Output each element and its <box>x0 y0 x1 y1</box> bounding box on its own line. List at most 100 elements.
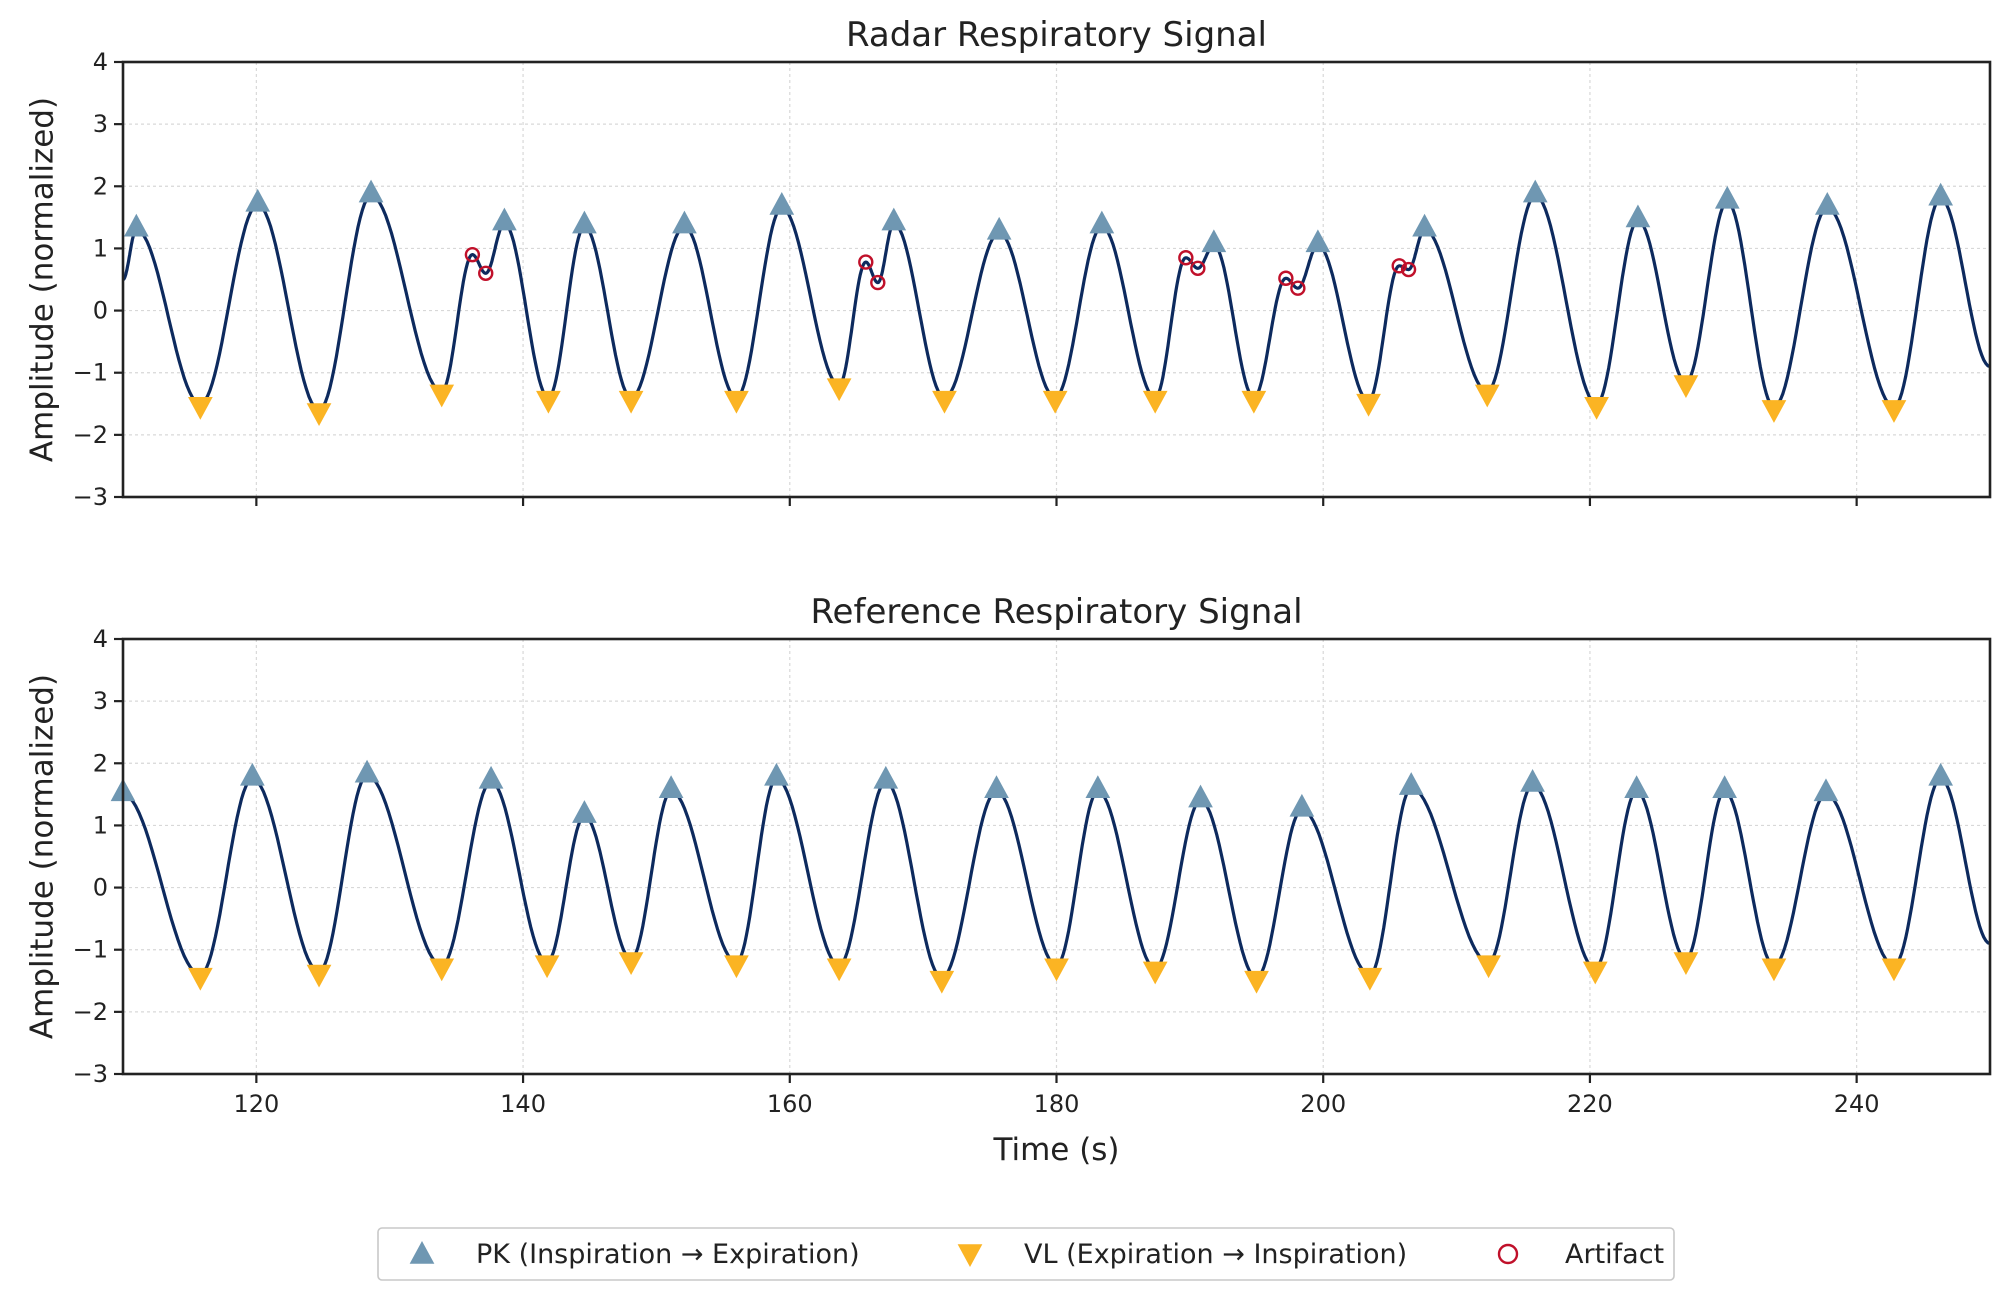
y-tick-label: −2 <box>73 421 108 449</box>
reference-valley-marker <box>429 958 455 982</box>
y-tick-label: −1 <box>73 359 108 387</box>
reference-valley-marker <box>1761 958 1787 982</box>
radar-ticks: −3 −2 −1 0 1 2 3 4 <box>73 48 1858 511</box>
y-tick-label: −3 <box>73 483 108 511</box>
radar-artifact-marker <box>478 265 494 281</box>
reference-peak-marker <box>764 762 789 786</box>
reference-valley-marker <box>1476 955 1501 979</box>
radar-artifact-marker <box>858 254 874 270</box>
y-tick-label: 3 <box>93 110 108 138</box>
y-tick-label: 3 <box>93 687 108 715</box>
radar-artifact-marker <box>464 246 481 263</box>
reference-peak-marker <box>572 800 597 823</box>
reference-signal-line <box>122 774 1991 980</box>
reference-peak-marker <box>240 762 265 786</box>
radar-valley-marker <box>1673 375 1699 399</box>
reference-peak-marker <box>1085 775 1111 798</box>
reference-peak-marker <box>1289 793 1315 817</box>
radar-peak-marker <box>986 216 1012 240</box>
radar-peak-marker <box>1201 229 1227 253</box>
reference-valley-marker <box>1582 961 1608 985</box>
legend-item-artifact: Artifact <box>1497 1239 1664 1270</box>
reference-peak-marker <box>354 759 380 783</box>
radar-peak-marker <box>1305 229 1331 253</box>
reference-grid <box>123 638 1990 1075</box>
reference-valley-marker <box>1357 967 1383 991</box>
radar-peak-marker <box>1412 213 1437 237</box>
reference-valley-marker <box>929 970 955 994</box>
legend-box <box>377 1227 1675 1281</box>
x-tick-label: 180 <box>1034 1090 1080 1118</box>
x-tick-label: 120 <box>233 1090 279 1118</box>
y-tick-label: −2 <box>73 998 108 1026</box>
reference-peak-marker <box>478 765 504 789</box>
legend-label-valley: VL (Expiration → Inspiration) <box>1024 1239 1407 1270</box>
radar-valley-marker <box>1474 384 1500 408</box>
radar-panel-title: Radar Respiratory Signal <box>846 15 1267 55</box>
radar-peak-marker <box>492 207 517 231</box>
x-tick-label: 240 <box>1834 1090 1880 1118</box>
y-tick-label: 4 <box>93 625 108 653</box>
radar-peak-marker <box>1625 204 1651 228</box>
y-tick-label: 0 <box>93 297 108 325</box>
reference-valley-marker <box>1881 958 1907 982</box>
radar-valley-marker <box>1881 400 1907 423</box>
y-tick-label: 1 <box>93 811 108 839</box>
reference-valley-marker <box>534 955 560 979</box>
reference-valley-marker <box>826 958 852 982</box>
reference-valley-marker <box>1244 970 1269 994</box>
x-axis-label: Time (s) <box>992 1132 1119 1168</box>
reference-ticks: −3 −2 −1 0 1 2 3 4 120 140 160 180 200 220 240 <box>73 625 1880 1118</box>
radar-valley-marker <box>187 397 213 420</box>
radar-peak-marker <box>1714 185 1740 209</box>
reference-panel-title: Reference Respiratory Signal <box>810 592 1302 632</box>
legend-item-peak: PK (Inspiration → Expiration) <box>409 1239 860 1270</box>
reference-valley-marker <box>1142 961 1168 985</box>
reference-panel: −3 −2 −1 0 1 2 3 4 120 140 160 180 200 220 240 Referen… <box>25 592 1992 1118</box>
y-tick-label: 2 <box>93 749 108 777</box>
y-tick-label: 1 <box>93 234 108 262</box>
radar-valley-marker <box>1584 397 1609 420</box>
reference-peak-marker <box>658 775 684 798</box>
x-tick-label: 200 <box>1300 1090 1346 1118</box>
radar-valley-marker <box>1042 390 1068 414</box>
radar-valley-marker <box>826 378 852 402</box>
radar-peaks <box>123 179 1954 253</box>
radar-artifact-marker <box>1278 270 1294 286</box>
reference-valley-marker <box>1044 958 1069 982</box>
radar-valley-marker <box>429 384 455 408</box>
radar-artifact-marker <box>870 274 886 291</box>
radar-y-axis-label: Amplitude (normalized) <box>25 97 61 462</box>
reference-valleys <box>187 952 1907 994</box>
radar-artifact-marker <box>1178 250 1194 266</box>
x-tick-label: 160 <box>767 1090 813 1118</box>
reference-peak-marker <box>1188 784 1213 808</box>
radar-valley-marker <box>536 390 561 414</box>
radar-valleys <box>187 375 1907 426</box>
radar-peak-marker <box>123 213 149 237</box>
reference-peak-marker <box>1813 778 1839 802</box>
y-tick-label: −3 <box>73 1060 108 1088</box>
reference-y-axis-label: Amplitude (normalized) <box>25 674 61 1039</box>
radar-peak-marker <box>245 188 271 212</box>
y-tick-label: −1 <box>73 936 108 964</box>
reference-peak-marker <box>1712 775 1737 798</box>
radar-artifact-marker <box>1400 261 1417 278</box>
reference-peak-marker <box>984 775 1009 798</box>
radar-artifact-marker <box>1391 258 1407 274</box>
legend: PK (Inspiration → Expiration) VL (Expira… <box>377 1227 1675 1281</box>
valley-marker-icon <box>957 1244 983 1267</box>
artifact-marker-icon <box>1497 1243 1519 1265</box>
reference-peak-marker <box>1398 772 1424 795</box>
radar-artifacts <box>464 246 1417 296</box>
radar-peak-marker <box>672 210 697 234</box>
radar-peak-marker <box>1089 210 1115 234</box>
y-tick-label: 0 <box>93 874 108 902</box>
reference-valley-marker <box>306 964 332 988</box>
legend-label-peak: PK (Inspiration → Expiration) <box>476 1239 860 1270</box>
reference-valley-marker <box>187 967 213 991</box>
reference-peak-marker <box>873 765 899 789</box>
radar-artifact-marker <box>1290 280 1306 296</box>
reference-peak-marker <box>1624 775 1649 798</box>
